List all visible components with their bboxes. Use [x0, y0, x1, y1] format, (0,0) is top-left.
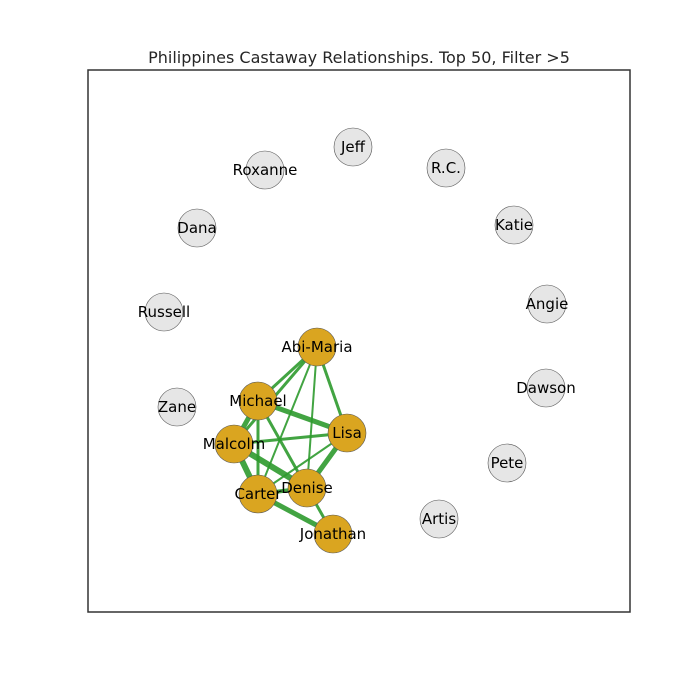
- node-label-jonathan: Jonathan: [299, 525, 366, 543]
- node-label-carter: Carter: [234, 485, 282, 503]
- node-circle-artis: [419, 499, 459, 539]
- node-lisa: Lisa: [327, 413, 367, 453]
- node-circle-dana: [177, 208, 217, 248]
- node-label-rc: R.C.: [431, 159, 461, 177]
- chart-title: Philippines Castaway Relationships. Top …: [148, 48, 570, 67]
- node-circle-zane: [157, 387, 197, 427]
- edge-abi-maria-denise: [306, 346, 318, 489]
- node-circle-carter: [238, 474, 278, 514]
- node-circle-pete: [487, 443, 527, 483]
- node-katie: Katie: [494, 205, 534, 245]
- node-michael: Michael: [229, 381, 287, 421]
- node-label-russell: Russell: [138, 303, 190, 321]
- node-zane: Zane: [157, 387, 197, 427]
- node-circle-angie: [527, 284, 567, 324]
- node-angie: Angie: [526, 284, 569, 324]
- node-label-katie: Katie: [495, 216, 533, 234]
- plot-frame: [87, 69, 631, 613]
- node-label-lisa: Lisa: [332, 424, 362, 442]
- node-dawson: Dawson: [516, 368, 576, 408]
- node-circle-roxanne: [245, 150, 285, 190]
- node-circle-denise: [287, 468, 327, 508]
- node-circle-jeff: [333, 127, 373, 167]
- node-circle-rc: [426, 148, 466, 188]
- node-circle-michael: [238, 381, 278, 421]
- node-rc: R.C.: [426, 148, 466, 188]
- node-pete: Pete: [487, 443, 527, 483]
- node-circle-malcolm: [214, 424, 254, 464]
- node-carter: Carter: [234, 474, 282, 514]
- node-label-denise: Denise: [281, 479, 333, 497]
- node-label-zane: Zane: [158, 398, 196, 416]
- node-label-jeff: Jeff: [340, 138, 366, 156]
- node-denise: Denise: [281, 468, 333, 508]
- node-layer: Jeff R.C. Roxanne Katie Dana Angie Russell Daws…: [138, 127, 576, 554]
- node-label-malcolm: Malcolm: [203, 435, 266, 453]
- node-circle-dawson: [526, 368, 566, 408]
- node-label-pete: Pete: [491, 454, 524, 472]
- node-russell: Russell: [138, 292, 190, 332]
- node-label-dana: Dana: [177, 219, 216, 237]
- node-circle-katie: [494, 205, 534, 245]
- node-roxanne: Roxanne: [233, 150, 298, 190]
- node-label-michael: Michael: [229, 392, 286, 410]
- node-label-dawson: Dawson: [516, 379, 576, 397]
- node-jeff: Jeff: [333, 127, 373, 167]
- node-label-angie: Angie: [526, 295, 569, 313]
- node-malcolm: Malcolm: [203, 424, 266, 464]
- node-label-artis: Artis: [422, 510, 456, 528]
- node-jonathan: Jonathan: [299, 514, 366, 554]
- node-label-roxanne: Roxanne: [233, 161, 298, 179]
- node-circle-jonathan: [313, 514, 353, 554]
- node-label-abi-maria: Abi-Maria: [281, 338, 352, 356]
- node-artis: Artis: [419, 499, 459, 539]
- edge-abi-maria-carter: [257, 346, 318, 495]
- node-circle-lisa: [327, 413, 367, 453]
- node-circle-russell: [144, 292, 184, 332]
- node-abi-maria: Abi-Maria: [281, 327, 353, 367]
- node-circle-abi-maria: [297, 327, 337, 367]
- node-dana: Dana: [177, 208, 217, 248]
